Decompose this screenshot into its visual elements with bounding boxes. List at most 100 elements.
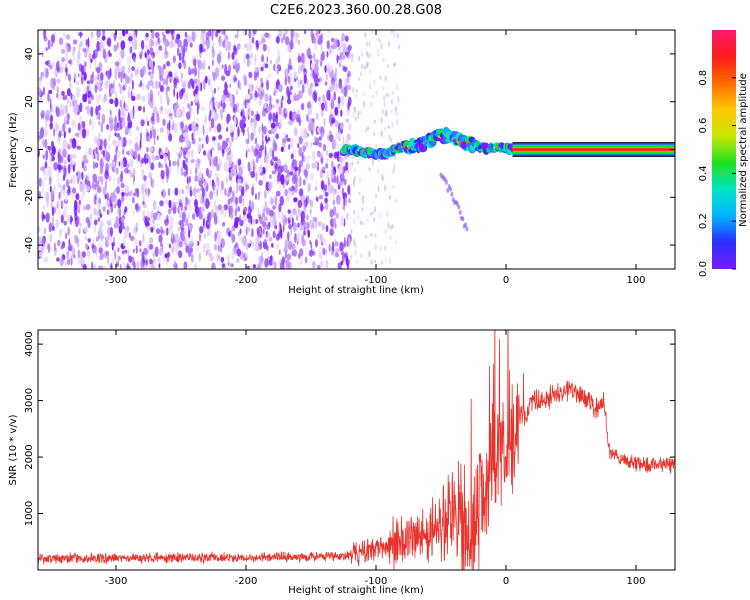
noise-speckle	[57, 151, 60, 158]
noise-speckle	[67, 163, 71, 174]
noise-speckle	[388, 134, 391, 141]
noise-speckle	[57, 164, 61, 171]
noise-speckle	[388, 40, 391, 48]
noise-speckle	[314, 160, 318, 169]
noise-speckle	[183, 202, 186, 213]
noise-speckle	[236, 43, 241, 50]
noise-speckle	[98, 247, 103, 254]
noise-speckle	[84, 178, 88, 185]
noise-speckle	[318, 136, 322, 141]
noise-speckle	[393, 30, 396, 34]
noise-speckle	[206, 74, 211, 79]
noise-speckle	[153, 257, 156, 264]
noise-speckle	[258, 235, 261, 245]
noise-speckle	[311, 162, 315, 169]
noise-speckle	[129, 157, 134, 168]
noise-speckle	[277, 172, 282, 182]
noise-speckle	[324, 191, 329, 197]
noise-speckle	[166, 96, 170, 106]
noise-speckle	[243, 54, 246, 64]
noise-speckle	[38, 177, 42, 187]
noise-speckle	[368, 250, 371, 258]
noise-speckle	[322, 237, 327, 245]
noise-speckle	[134, 69, 140, 75]
noise-speckle	[73, 254, 76, 259]
noise-speckle	[204, 180, 208, 188]
noise-speckle	[216, 251, 219, 262]
noise-speckle	[211, 71, 216, 78]
noise-speckle	[56, 93, 59, 99]
noise-speckle	[228, 231, 231, 237]
noise-speckle	[185, 157, 189, 164]
noise-speckle	[379, 245, 382, 252]
noise-speckle	[65, 43, 69, 55]
noise-speckle	[277, 160, 282, 166]
noise-speckle	[148, 244, 154, 250]
noise-speckle	[288, 187, 293, 192]
noise-speckle	[150, 175, 153, 187]
noise-speckle	[264, 143, 267, 151]
noise-speckle	[325, 201, 329, 211]
noise-speckle	[153, 61, 155, 66]
noise-speckle	[295, 94, 301, 101]
noise-speckle	[81, 171, 84, 180]
noise-speckle	[290, 153, 294, 160]
colorbar-label: Normalized spectral amplitude	[738, 73, 749, 227]
noise-speckle	[44, 161, 48, 169]
noise-speckle	[212, 59, 214, 67]
noise-speckle	[195, 126, 200, 135]
noise-speckle	[132, 30, 135, 35]
noise-speckle	[87, 219, 91, 229]
noise-speckle	[391, 224, 394, 229]
noise-speckle	[140, 80, 142, 86]
noise-speckle	[114, 90, 118, 99]
noise-speckle	[80, 77, 84, 85]
noise-speckle	[252, 241, 255, 248]
noise-speckle	[108, 143, 111, 151]
noise-speckle	[288, 76, 292, 86]
noise-speckle	[389, 235, 392, 240]
noise-speckle	[41, 187, 45, 194]
noise-speckle	[255, 171, 258, 182]
noise-speckle	[260, 77, 264, 83]
noise-speckle	[329, 209, 334, 218]
noise-speckle	[148, 258, 153, 265]
noise-speckle	[38, 78, 42, 86]
noise-speckle	[290, 226, 293, 236]
noise-speckle	[168, 133, 173, 142]
noise-speckle	[270, 59, 272, 65]
noise-speckle	[72, 164, 76, 173]
noise-speckle	[377, 168, 379, 174]
noise-speckle	[281, 211, 284, 221]
noise-speckle	[298, 188, 304, 197]
noise-speckle	[235, 58, 238, 69]
noise-speckle	[114, 115, 117, 126]
noise-speckle	[217, 86, 220, 91]
noise-speckle	[384, 258, 387, 263]
noise-speckle	[396, 33, 399, 39]
noise-speckle	[122, 225, 125, 230]
noise-speckle	[314, 58, 320, 65]
noise-speckle	[182, 159, 186, 169]
noise-speckle	[282, 109, 284, 117]
noise-speckle	[157, 37, 161, 45]
noise-speckle	[328, 152, 333, 159]
noise-speckle	[113, 203, 117, 209]
noise-speckle	[380, 116, 383, 124]
noise-speckle	[297, 39, 301, 46]
noise-speckle	[95, 196, 99, 206]
noise-speckle	[397, 95, 400, 103]
noise-speckle	[62, 32, 66, 38]
noise-speckle	[383, 101, 386, 108]
noise-speckle	[85, 204, 91, 211]
noise-speckle	[51, 61, 54, 69]
noise-speckle	[211, 34, 214, 42]
noise-speckle	[69, 215, 73, 225]
noise-speckle	[94, 75, 97, 82]
noise-speckle	[68, 238, 71, 247]
noise-speckle	[273, 156, 278, 162]
noise-speckle	[95, 154, 99, 159]
noise-speckle	[216, 123, 222, 133]
noise-speckle	[212, 189, 216, 196]
noise-speckle	[96, 186, 102, 194]
